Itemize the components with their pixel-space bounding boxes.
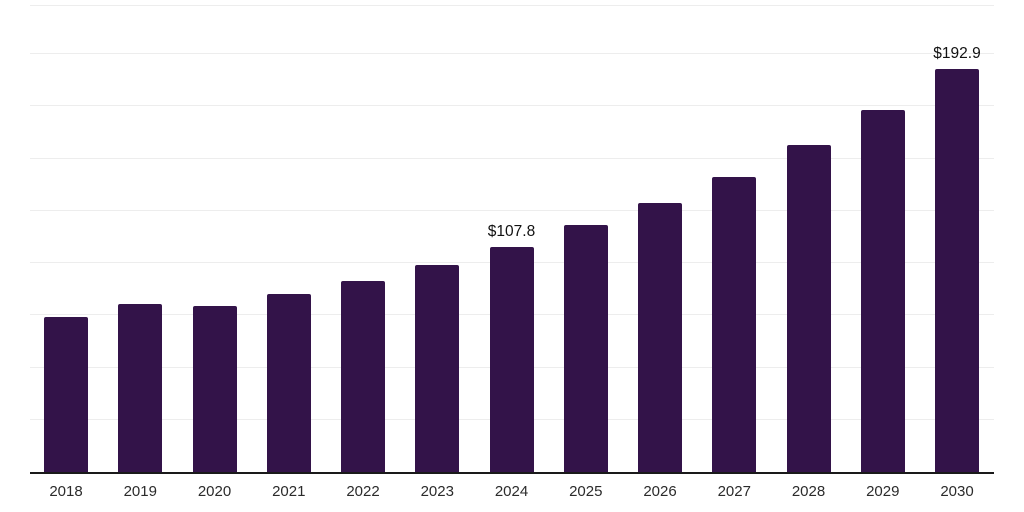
bar-2029[interactable] (860, 110, 905, 472)
bar-2027[interactable] (712, 176, 757, 472)
x-axis-labels: 2018 2019 2020 2021 2022 2023 2024 2025 2026 2027… (30, 483, 994, 505)
bar-2022[interactable] (341, 280, 385, 472)
gridline-175 (30, 105, 994, 107)
x-axis-label-2027: 2027 (717, 483, 751, 500)
bar-2025[interactable] (563, 225, 608, 472)
gridline-200 (30, 53, 994, 55)
x-axis-label-2026: 2026 (643, 483, 677, 500)
x-axis-label-2023: 2023 (420, 483, 454, 500)
bar-2026[interactable] (638, 202, 682, 472)
x-axis-label-2024: 2024 (494, 483, 529, 500)
x-axis-label-2025: 2025 (569, 483, 603, 500)
x-axis-label-2020: 2020 (197, 483, 232, 500)
bar-2028[interactable] (786, 145, 831, 472)
bar-2019[interactable] (118, 304, 163, 472)
bar-2018[interactable] (44, 316, 88, 472)
plot-area: $107.8 $192.9 (30, 5, 994, 474)
gridline-150 (30, 157, 994, 159)
bar-value-label-2030: $192.9 (933, 44, 981, 62)
bar-2021[interactable] (266, 293, 311, 472)
bar-2023[interactable] (415, 265, 460, 472)
x-axis-label-2019: 2019 (123, 483, 157, 500)
x-axis-label-2018: 2018 (49, 483, 83, 500)
x-axis-label-2028: 2028 (791, 483, 826, 500)
x-axis-label-2030: 2030 (940, 483, 974, 500)
x-axis-label-2021: 2021 (272, 483, 306, 500)
bar-2020[interactable] (192, 305, 237, 472)
x-axis-label-2022: 2022 (346, 483, 380, 500)
bar-2024[interactable] (489, 246, 534, 472)
x-axis-label-2029: 2029 (866, 483, 900, 500)
gridline-125 (30, 209, 994, 211)
bar-2030[interactable] (935, 68, 979, 472)
bar-value-label-2024: $107.8 (487, 222, 536, 240)
